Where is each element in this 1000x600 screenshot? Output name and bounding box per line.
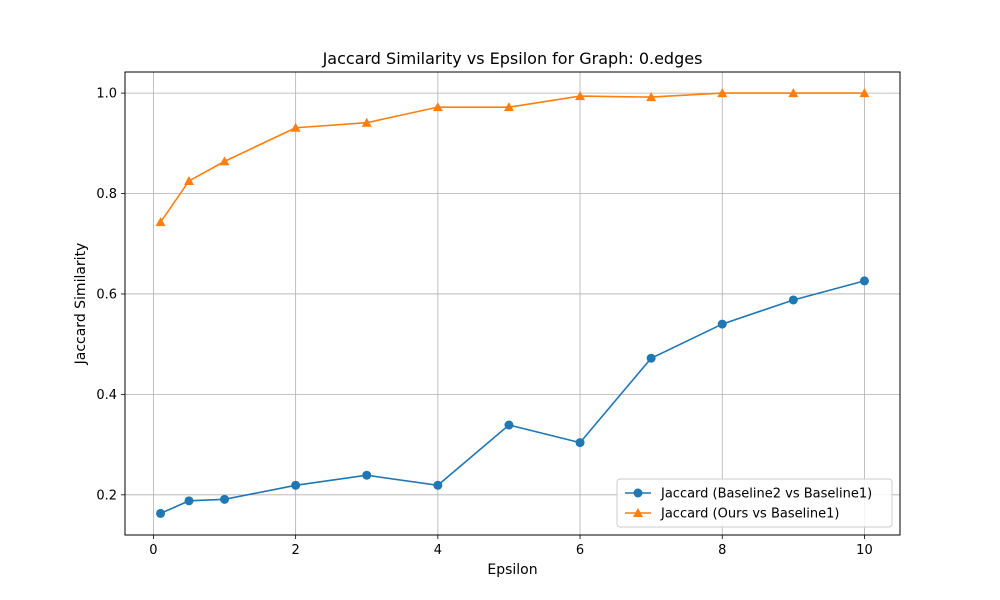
data-point — [575, 91, 586, 101]
data-point — [432, 102, 443, 112]
data-point — [717, 319, 727, 329]
legend-label: Jaccard (Ours vs Baseline1) — [660, 507, 839, 522]
data-point — [361, 117, 372, 127]
y-tick-label: 0.4 — [96, 388, 117, 403]
data-point — [859, 276, 869, 286]
data-point — [155, 217, 166, 227]
x-tick-label: 4 — [434, 543, 442, 558]
data-point — [220, 494, 230, 504]
y-tick-label: 1.0 — [96, 87, 117, 102]
legend-marker — [633, 488, 643, 498]
x-tick-label: 6 — [576, 543, 584, 558]
data-point — [291, 480, 301, 490]
legend-entry: Jaccard (Baseline2 vs Baseline1) — [625, 487, 872, 502]
axis-ticks: 0 2 4 6 8 10 0.2 0.4 0.6 0.8 1.0 — [96, 87, 872, 558]
legend-box — [616, 478, 893, 528]
series-line — [160, 280, 865, 515]
y-tick-label: 0.6 — [96, 287, 117, 302]
data-point — [290, 122, 301, 132]
data-point — [504, 420, 514, 430]
data-point — [433, 480, 443, 490]
x-axis-label: Epsilon — [487, 562, 537, 578]
data-point — [183, 175, 194, 185]
x-tick-label: 2 — [292, 543, 300, 558]
data-point — [184, 496, 194, 506]
data-point — [156, 508, 166, 518]
legend-label: Jaccard (Baseline2 vs Baseline1) — [660, 487, 872, 502]
data-point — [788, 88, 799, 98]
data-point — [717, 88, 728, 98]
plot-frame — [124, 71, 901, 536]
y-tick-label: 0.8 — [96, 187, 117, 202]
series-layer — [155, 88, 870, 518]
legend: Jaccard (Baseline2 vs Baseline1) Jaccard … — [616, 478, 893, 528]
data-point — [646, 353, 656, 363]
series-line — [159, 92, 865, 223]
data-point — [788, 295, 798, 305]
data-point — [575, 438, 585, 448]
legend-marker — [633, 508, 643, 517]
x-tick-label: 10 — [856, 543, 873, 558]
x-tick-label: 8 — [718, 543, 726, 558]
series-2 — [155, 88, 870, 227]
series-1 — [156, 276, 869, 518]
data-point — [503, 102, 514, 112]
y-axis-label: Jaccard Similarity — [73, 243, 89, 366]
data-point — [219, 156, 230, 166]
chart-title: Jaccard Similarity vs Epsilon for Graph:… — [322, 49, 703, 68]
data-point — [362, 470, 372, 480]
data-point — [646, 92, 657, 102]
data-point — [859, 88, 870, 98]
y-tick-label: 0.2 — [96, 488, 117, 503]
legend-entry: Jaccard (Ours vs Baseline1) — [625, 507, 839, 522]
x-tick-label: 0 — [149, 543, 157, 558]
